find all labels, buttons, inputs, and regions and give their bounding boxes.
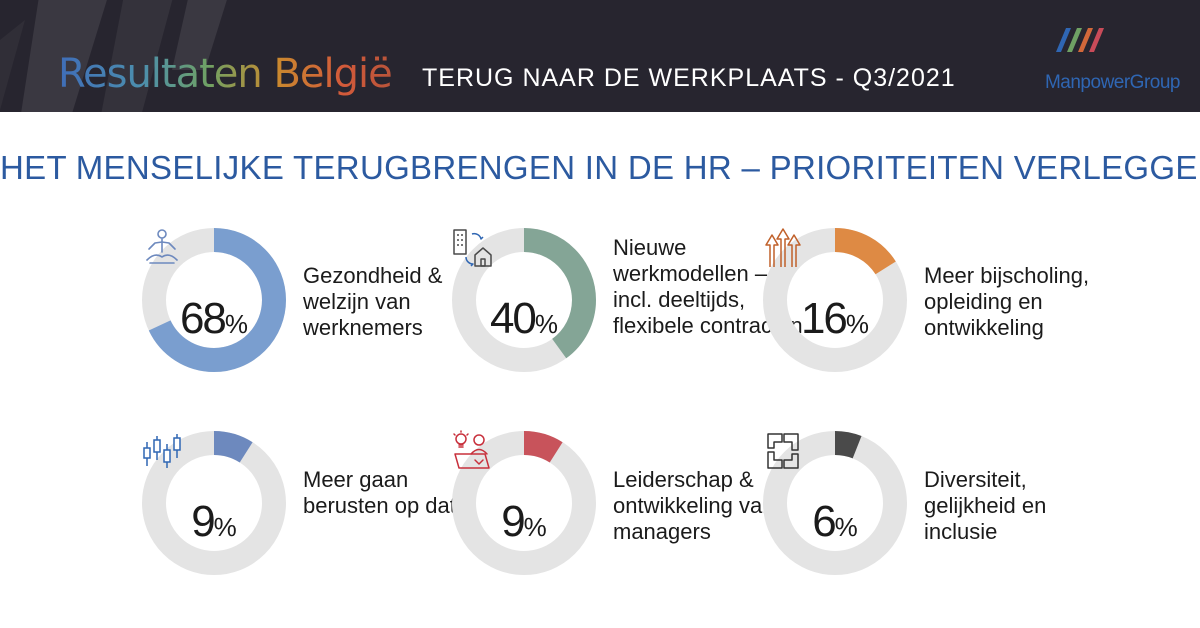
percent-sign: % — [523, 512, 547, 542]
donut-value-arc — [452, 431, 596, 575]
donut-svg — [763, 228, 907, 372]
donut-svg — [763, 431, 907, 575]
percentage-value: 16 — [800, 294, 848, 343]
donut-item: 9% Leiderschap & ontwikkeling van manage… — [451, 430, 811, 580]
donut-chart: 16% — [762, 227, 908, 373]
growth-arrows-icon — [765, 228, 801, 267]
percentage-label: 68% — [141, 295, 287, 343]
donut-svg — [452, 431, 596, 575]
percent-sign: % — [845, 309, 870, 339]
brush-strokes-decoration — [0, 0, 227, 112]
percentage-value: 6 — [812, 497, 837, 546]
donut-chart: 9% — [451, 430, 597, 576]
meditation-icon — [146, 229, 178, 264]
candlestick-chart-icon — [143, 434, 181, 468]
manpowergroup-logo-icon — [1056, 28, 1104, 52]
idea-person-icon — [453, 430, 490, 469]
header-banner: Resultaten België TERUG NAAR DE WERKPLAA… — [0, 0, 1200, 112]
report-subtitle: TERUG NAAR DE WERKPLAATS - Q3/2021 — [422, 64, 956, 92]
donut-value-arc — [452, 228, 596, 372]
percent-sign: % — [834, 512, 858, 542]
manpowergroup-logo: ManpowerGroup — [1010, 18, 1181, 98]
donut-value-arc — [763, 228, 907, 372]
donut-item: 9% Meer gaan berusten op data — [141, 430, 501, 580]
percentage-value: 9 — [191, 497, 216, 546]
donut-chart: 68% — [141, 227, 287, 373]
percent-sign: % — [213, 512, 237, 542]
donut-chart: 6% — [762, 430, 908, 576]
donut-item: 40% Nieuwe werkmodellen – incl. deeltijd… — [451, 227, 811, 377]
donut-item: 16% Meer bijscholing, opleiding en ontwi… — [762, 227, 1122, 377]
donut-item: 68% Gezondheid & welzijn van werknemers — [141, 227, 501, 377]
percentage-label: 16% — [762, 295, 908, 343]
donut-svg — [142, 228, 286, 372]
item-label: Leiderschap & ontwikkeling van managers — [613, 467, 775, 544]
donut-value-arc — [142, 431, 286, 575]
percentage-label: 9% — [141, 498, 287, 546]
report-title: Resultaten België — [58, 51, 393, 97]
donut-chart: 40% — [451, 227, 597, 373]
donut-value-arc — [142, 228, 286, 372]
donut-item: 6% Diversiteit, gelijkheid en inclusie — [762, 430, 1122, 580]
percentage-label: 9% — [451, 498, 597, 546]
percentage-value: 40 — [489, 294, 537, 343]
donut-svg — [142, 431, 286, 575]
main-heading: HET MENSELIJKE TERUGBRENGEN IN DE HR – P… — [0, 149, 1200, 186]
donut-chart: 9% — [141, 430, 287, 576]
percent-sign: % — [534, 309, 559, 339]
percentage-value: 9 — [501, 497, 526, 546]
joined-hands-icon — [767, 433, 799, 469]
percentage-label: 6% — [762, 498, 908, 546]
percentage-value: 68 — [179, 294, 227, 343]
donut-value-arc — [763, 431, 907, 575]
office-to-home-icon — [453, 229, 492, 267]
percentage-label: 40% — [451, 295, 597, 343]
percent-sign: % — [224, 309, 249, 339]
item-label: Meer gaan berusten op data — [303, 467, 469, 518]
item-label: Gezondheid & welzijn van werknemers — [303, 263, 443, 340]
item-label: Diversiteit, gelijkheid en inclusie — [924, 467, 1047, 544]
logo-wordmark: ManpowerGroup — [1044, 72, 1181, 93]
donut-svg — [452, 228, 596, 372]
item-label: Meer bijscholing, opleiding en ontwikkel… — [924, 263, 1090, 340]
